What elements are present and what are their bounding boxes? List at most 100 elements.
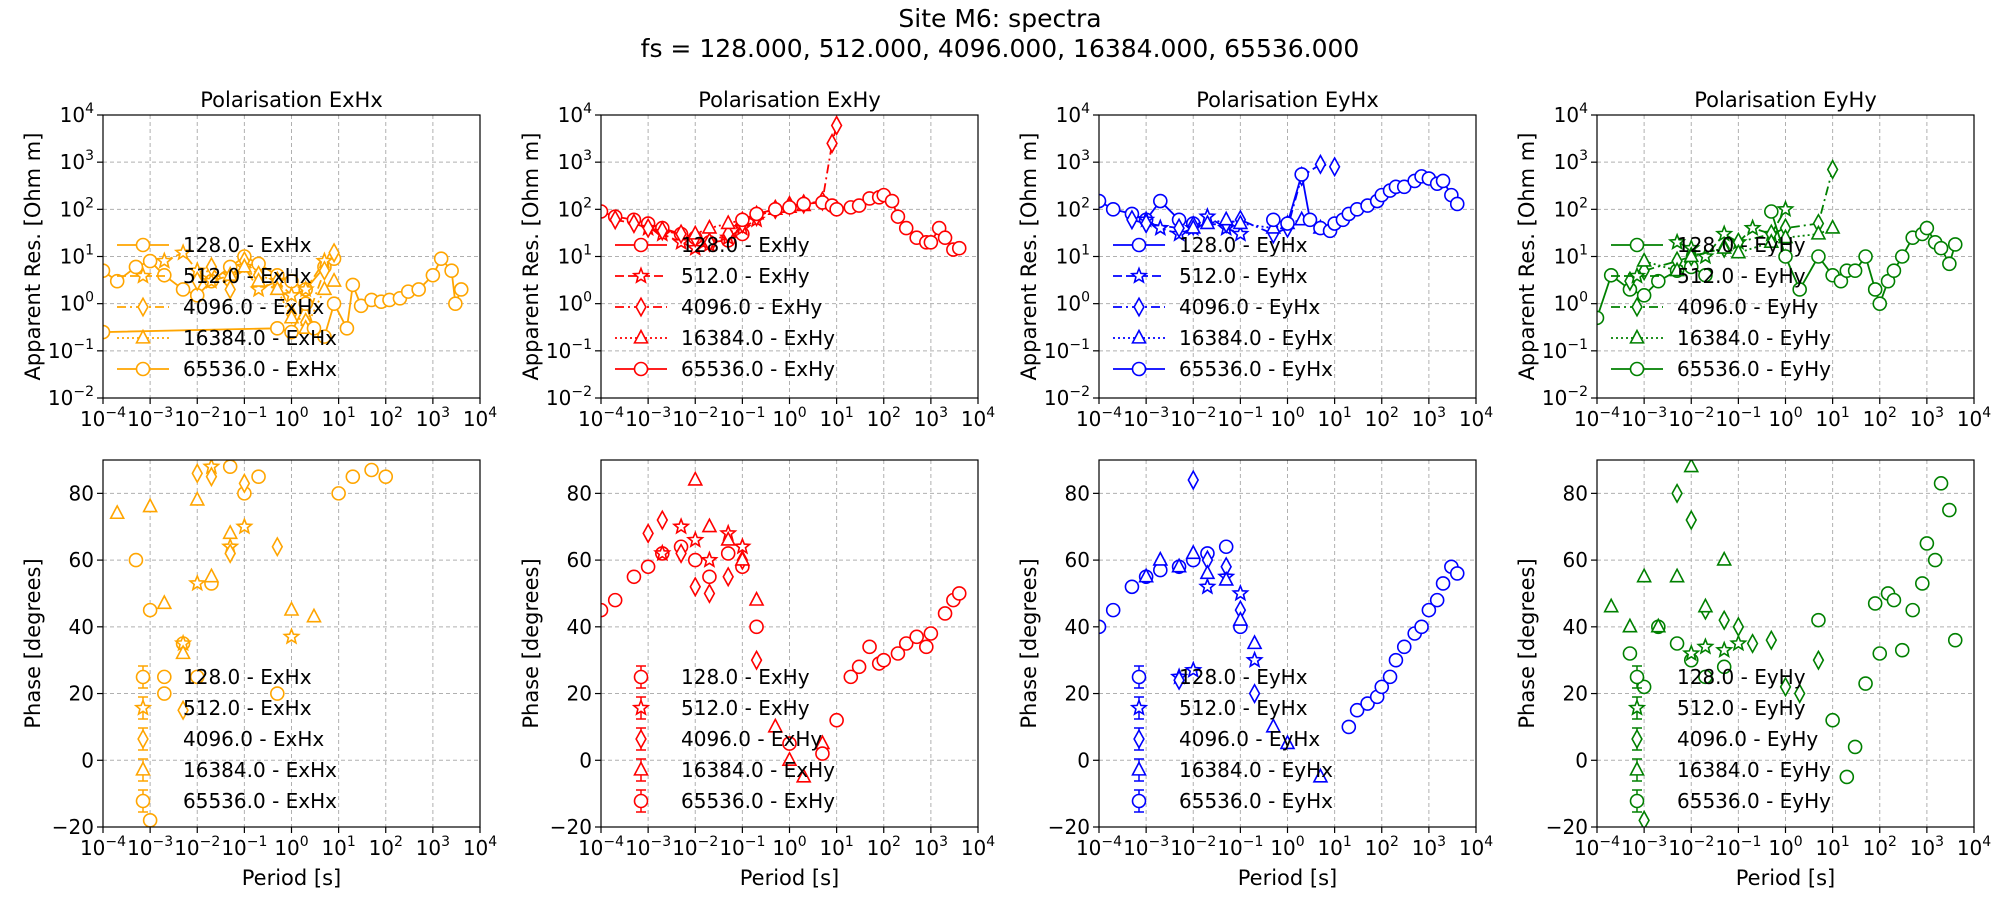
y-axis-label: Apparent Res. [Ohm m] [1515, 133, 1539, 381]
legend-label: 16384.0 - ExHy [681, 758, 835, 782]
data-point [1099, 619, 1107, 635]
data-point [236, 257, 253, 273]
data-point [1636, 251, 1652, 267]
y-tick-label: 100 [60, 290, 94, 316]
series-4096-0-EyHx [1173, 469, 1261, 704]
legend-label: 128.0 - ExHy [681, 665, 810, 689]
legend-marker [631, 698, 651, 716]
legend-item: 4096.0 - ExHy [615, 295, 822, 319]
data-point [1696, 637, 1715, 655]
y-axis-label: Phase [degrees] [519, 558, 543, 728]
data-point [270, 686, 285, 701]
data-point [1126, 209, 1138, 231]
legend-item: 512.0 - EyHy [1611, 264, 1806, 288]
legend-item: 65536.0 - ExHy [633, 789, 835, 813]
y-tick-label: 80 [69, 481, 94, 505]
legend-label: 16384.0 - EyHy [1677, 758, 1831, 782]
data-point [1279, 734, 1296, 750]
legend-item: 4096.0 - ExHx [117, 295, 324, 319]
legend-label: 128.0 - EyHy [1677, 665, 1806, 689]
data-point [202, 271, 221, 289]
data-point [609, 209, 621, 231]
x-tick-label: 100 [274, 834, 308, 860]
data-point [749, 619, 764, 635]
legend-item: 65536.0 - ExHx [117, 357, 337, 381]
legend-marker [635, 728, 647, 750]
data-point [1919, 220, 1935, 236]
legend-item: 4096.0 - ExHx [137, 727, 324, 751]
data-point [177, 699, 189, 721]
data-point [1187, 469, 1200, 491]
data-point [1669, 636, 1685, 651]
legend-item: 65536.0 - EyHx [1131, 789, 1333, 813]
data-point [687, 470, 704, 486]
legend-marker [631, 266, 651, 284]
legend-marker [137, 296, 149, 318]
data-point [1825, 712, 1840, 728]
data-point [326, 296, 342, 311]
data-point [1669, 261, 1685, 277]
data-point [1312, 767, 1329, 783]
data-point [843, 669, 859, 685]
data-point [748, 590, 765, 606]
x-tick-label: 10−3 [127, 834, 173, 860]
data-point [1858, 676, 1873, 691]
legend: 128.0 - EyHy 512.0 - EyHy 4096.0 - EyHy 163… [1611, 233, 1831, 381]
data-point [923, 626, 939, 641]
chart-resistivity-ExHx: 10−4 10−3 10−2 10−1 100 101 102 103 10410−210−11… [21, 88, 497, 431]
data-point [675, 223, 687, 245]
y-tick-label: 0 [579, 748, 592, 772]
data-point [851, 198, 867, 213]
data-point [898, 220, 914, 236]
series-65536-0-ExHy [782, 586, 967, 761]
data-point [1810, 224, 1827, 240]
data-point [1716, 659, 1732, 675]
data-point [222, 524, 239, 540]
x-tick-label: 10−2 [672, 405, 718, 431]
data-point [1942, 256, 1957, 272]
y-tick-label: 0 [1077, 748, 1090, 772]
data-layer [601, 115, 967, 257]
data-point [1763, 233, 1780, 248]
data-point [851, 659, 867, 675]
legend-item: 16384.0 - ExHy [615, 326, 835, 350]
data-point [1867, 596, 1883, 611]
data-point [331, 486, 346, 501]
data-point [1919, 536, 1935, 551]
legend-item: 16384.0 - EyHx [1131, 758, 1333, 782]
panel-title: Polarisation EyHx [1196, 88, 1379, 112]
legend-marker [1631, 728, 1643, 750]
data-point [411, 282, 426, 297]
y-tick-label: 10−2 [1044, 384, 1090, 410]
x-tick-label: 104 [961, 405, 995, 431]
y-tick-label: 60 [1065, 548, 1090, 572]
y-tick-label: 80 [1065, 481, 1090, 505]
x-tick-label: 103 [1910, 834, 1944, 860]
x-tick-label: 10−2 [1668, 405, 1714, 431]
legend-item: 4096.0 - EyHx [1133, 727, 1320, 751]
data-point [284, 324, 299, 340]
data-point [1636, 567, 1652, 583]
y-tick-label: −20 [550, 815, 592, 839]
x-tick-label: 10−4 [578, 834, 624, 860]
data-point [1894, 642, 1910, 658]
y-tick-label: 104 [1056, 101, 1090, 127]
series-4096-0-ExHy [642, 509, 763, 671]
data-point [1396, 639, 1412, 655]
data-point [1715, 224, 1734, 242]
x-tick-label: 104 [1957, 834, 1991, 860]
data-point [1152, 550, 1169, 566]
legend-item: 512.0 - ExHx [117, 264, 312, 288]
legend-marker [633, 793, 649, 809]
data-point [1218, 570, 1235, 586]
legend-marker [633, 669, 649, 685]
series-16384-0-ExHx [109, 490, 322, 660]
y-tick-label: 102 [1554, 195, 1588, 221]
data-point [1314, 153, 1327, 175]
x-tick-label: 101 [819, 405, 853, 431]
x-tick-label: 10−1 [1217, 834, 1263, 860]
data-point [270, 321, 285, 336]
data-point [1099, 193, 1107, 209]
legend-marker [137, 728, 149, 750]
data-point [1685, 509, 1698, 531]
